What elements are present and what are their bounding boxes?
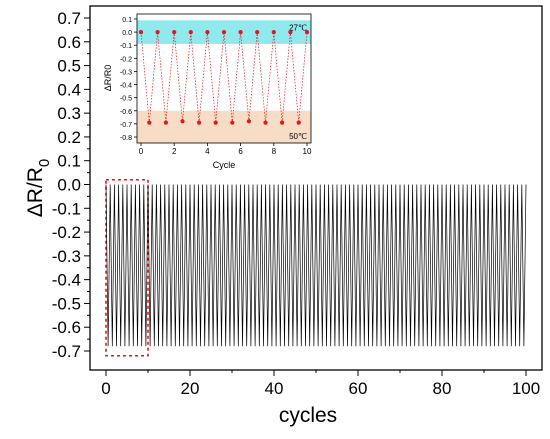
main-y-tick-label: -0.7 xyxy=(52,342,81,361)
main-y-axis-label: ΔR/R0 xyxy=(24,159,53,218)
inset-x-axis-label: Cycle xyxy=(213,160,236,170)
inset-data-point xyxy=(147,120,152,125)
inset-band-label: 50℃ xyxy=(289,132,307,141)
inset-x-tick-label: 4 xyxy=(205,147,210,156)
main-x-tick-label: 20 xyxy=(181,379,200,398)
inset-y-tick-label: 0.0 xyxy=(122,30,132,37)
main-highlight-box xyxy=(105,178,149,357)
main-y-tick-label: -0.4 xyxy=(52,271,81,290)
inset-data-point xyxy=(188,30,193,35)
inset-y-tick-label: -0.5 xyxy=(120,96,132,103)
inset-data-point xyxy=(197,120,202,125)
main-x-tick-label: 0 xyxy=(101,379,110,398)
inset-y-tick-label: -0.4 xyxy=(120,83,132,90)
main-x-axis-label: cycles xyxy=(279,404,337,427)
main-y-tick-label: 0.5 xyxy=(57,57,81,76)
inset-data-point xyxy=(138,30,144,35)
inset-data-point xyxy=(238,30,243,35)
inset-y-tick-label: -0.2 xyxy=(120,56,132,63)
main-y-tick-label: 0.1 xyxy=(57,152,81,171)
main-x-tick-label: 40 xyxy=(265,379,284,398)
inset-x-tick-label: 2 xyxy=(172,147,177,156)
main-y-tick-label: 0.3 xyxy=(57,104,81,123)
inset-data-point xyxy=(304,30,310,35)
main-highlight-rect xyxy=(105,178,149,357)
inset-y-tick-label: 0.1 xyxy=(122,17,132,24)
inset-data-point xyxy=(280,120,285,125)
inset-data-point xyxy=(155,30,160,35)
inset-y-tick-label: -0.1 xyxy=(120,43,132,50)
inset-data-point xyxy=(163,120,168,125)
main-series-line xyxy=(105,184,527,347)
inset-x-axis: 0 2 4 6 8 10 xyxy=(139,143,312,156)
main-y-axis: 0.7 0.6 0.5 0.4 0.3 0.2 0.1 0.0 -0.1 -0.2 -0.3 -0.4… xyxy=(52,9,90,361)
main-y-tick-label: -0.2 xyxy=(52,223,81,242)
main-y-tick-label: 0.0 xyxy=(57,176,81,195)
main-x-axis: 0 20 40 60 80 100 xyxy=(101,370,540,398)
inset-band-label: 27℃ xyxy=(289,23,307,32)
main-y-tick-label: -0.5 xyxy=(52,294,81,313)
inset-data-point xyxy=(263,120,268,125)
inset-x-tick-label: 6 xyxy=(238,147,243,156)
inset-data-point xyxy=(180,119,185,124)
inset-chart: 27℃ 50℃ 0.1 0.0 -0.1 -0.2 -0.3 -0.4 -0.5 -0.6 -0.… xyxy=(103,13,312,170)
main-y-tick-label: 0.7 xyxy=(57,9,81,28)
inset-x-tick-label: 8 xyxy=(272,147,277,156)
inset-data-point xyxy=(221,30,227,35)
inset-x-tick-label: 10 xyxy=(303,147,312,156)
main-y-axis-label-subscript: 0 xyxy=(36,159,53,167)
main-chart: 0.7 0.6 0.5 0.4 0.3 0.2 0.1 0.0 -0.1 -0.2 -0.3 -0.4… xyxy=(24,5,543,427)
inset-data-point xyxy=(271,30,276,35)
inset-series xyxy=(138,30,310,125)
inset-series-line xyxy=(140,32,308,123)
inset-y-tick-label: -0.7 xyxy=(120,122,132,129)
inset-bands: 27℃ 50℃ xyxy=(137,20,311,143)
main-x-tick-label: 60 xyxy=(349,379,368,398)
inset-y-tick-label: -0.6 xyxy=(120,109,132,116)
main-series xyxy=(105,184,527,347)
main-y-tick-label: -0.3 xyxy=(52,247,81,266)
main-y-tick-label: -0.6 xyxy=(52,318,81,337)
inset-band xyxy=(137,110,311,143)
inset-data-point xyxy=(213,120,218,125)
main-x-tick-label: 80 xyxy=(433,379,452,398)
main-y-tick-label: 0.2 xyxy=(57,128,81,147)
inset-y-axis-label: ΔR/R0 xyxy=(103,65,113,92)
main-y-tick-label: 0.6 xyxy=(57,33,81,52)
inset-data-point xyxy=(246,119,251,124)
inset-data-point xyxy=(205,30,210,35)
inset-x-tick-label: 0 xyxy=(139,147,144,156)
inset-data-point xyxy=(172,30,177,35)
inset-y-tick-label: -0.3 xyxy=(120,69,132,76)
inset-y-axis: 0.1 0.0 -0.1 -0.2 -0.3 -0.4 -0.5 -0.6 -0.7 -0.8 xyxy=(120,17,137,142)
main-y-tick-label: -0.1 xyxy=(52,199,81,218)
inset-data-point xyxy=(230,120,235,125)
inset-plot-frame xyxy=(136,13,312,144)
main-x-tick-label: 100 xyxy=(512,379,540,398)
main-y-axis-label-text: ΔR/R xyxy=(24,167,47,217)
inset-y-tick-label: -0.8 xyxy=(120,135,132,142)
inset-data-point xyxy=(296,120,301,125)
main-y-tick-label: 0.4 xyxy=(57,80,81,99)
inset-data-point xyxy=(288,30,293,35)
inset-data-point xyxy=(255,30,260,35)
